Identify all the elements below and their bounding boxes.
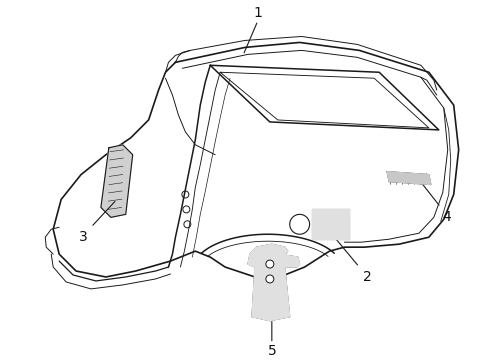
Text: 2: 2 (363, 270, 371, 284)
Text: 3: 3 (78, 230, 87, 244)
Polygon shape (101, 145, 133, 217)
Circle shape (266, 275, 274, 283)
Text: 5: 5 (268, 343, 276, 357)
Polygon shape (312, 210, 349, 239)
Polygon shape (248, 244, 300, 321)
Text: 1: 1 (253, 6, 262, 20)
Polygon shape (387, 172, 431, 185)
Text: 4: 4 (442, 210, 451, 224)
Circle shape (266, 260, 274, 268)
